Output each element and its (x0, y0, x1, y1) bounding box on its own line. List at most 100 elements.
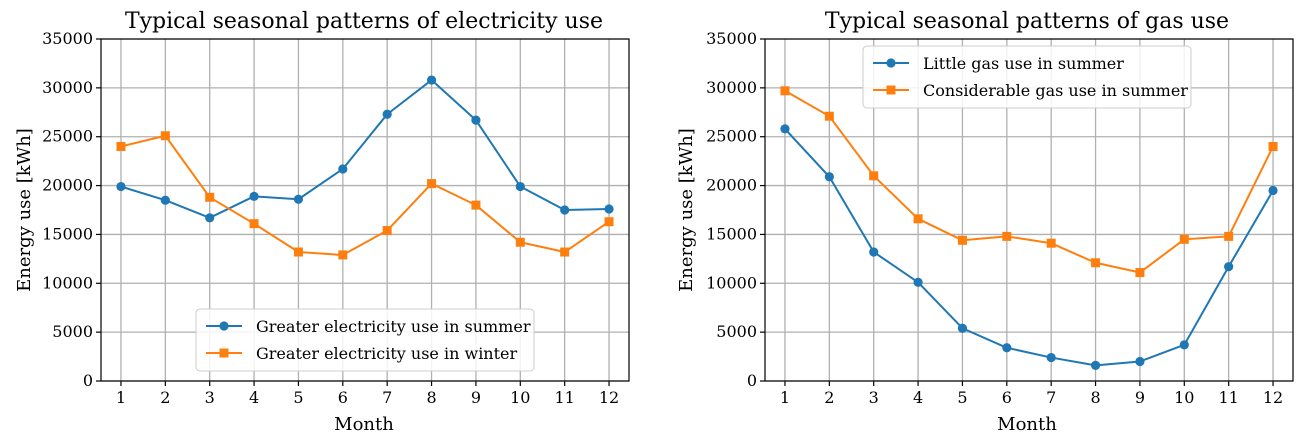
data-point-circle (1135, 356, 1145, 367)
x-tick-label: 3 (869, 388, 879, 407)
data-point-circle (780, 124, 790, 134)
data-point-circle (471, 115, 481, 125)
data-point-circle (604, 204, 614, 214)
x-tick-label: 10 (1174, 388, 1194, 407)
data-point-square (1135, 268, 1145, 278)
x-tick-label: 1 (780, 388, 790, 407)
electricity-chart: Typical seasonal patterns of electricity… (14, 9, 630, 435)
data-point-circle (1090, 360, 1101, 370)
data-point-square (293, 247, 303, 257)
data-point-square (205, 192, 215, 202)
x-tick-label: 10 (510, 388, 530, 407)
gas-chart: Typical seasonal patterns of gas use Mon… (676, 9, 1294, 435)
y-tick-label: 25000 (42, 127, 93, 146)
data-point-square (1091, 258, 1101, 268)
legend-label: Greater electricity use in summer (256, 317, 531, 336)
y-tick-label: 5000 (716, 322, 757, 341)
chart-title: Typical seasonal patterns of gas use (825, 9, 1229, 34)
data-point-square (338, 250, 348, 260)
y-tick-label: 30000 (706, 78, 757, 97)
data-point-square (1046, 238, 1056, 248)
x-tick-label: 11 (1218, 388, 1238, 407)
x-tick-label: 1 (116, 388, 126, 407)
x-tick-label: 4 (913, 388, 923, 407)
x-tick-label: 4 (249, 388, 259, 407)
data-point-square (1002, 231, 1012, 241)
y-tick-label: 20000 (42, 176, 93, 195)
data-point-square (1179, 234, 1189, 244)
data-point-square (957, 235, 967, 245)
series-1 (116, 131, 614, 260)
plot-area (100, 38, 630, 382)
x-tick-label: 9 (1135, 388, 1145, 407)
y-tick-label: 15000 (706, 224, 757, 243)
series-0 (116, 75, 614, 223)
data-point-square (780, 86, 790, 96)
data-point-square (382, 226, 392, 236)
data-point-square (116, 141, 126, 151)
data-point-circle (426, 75, 437, 85)
data-point-circle (293, 194, 304, 204)
x-tick-label: 8 (1090, 388, 1100, 407)
x-tick-label: 8 (426, 388, 436, 407)
data-point-square (913, 214, 923, 224)
y-axis-label: Energy use [kWh] (676, 128, 697, 292)
legend-marker-square (219, 348, 229, 358)
data-point-circle (869, 247, 879, 257)
data-point-square (560, 247, 570, 257)
data-point-circle (824, 172, 834, 182)
series-line (120, 79, 610, 219)
x-tick-label: 2 (824, 388, 834, 407)
x-axis-label: Month (334, 414, 394, 435)
legend-label: Considerable gas use in summer (923, 81, 1188, 100)
data-point-square (869, 171, 879, 181)
legend-label: Little gas use in summer (923, 54, 1124, 73)
x-tick-label: 3 (205, 388, 215, 407)
data-point-square (427, 179, 437, 189)
y-tick-label: 10000 (42, 273, 93, 292)
legend-entry: Greater electricity use in summer (206, 317, 531, 336)
data-point-circle (560, 205, 570, 215)
x-tick-label: 5 (957, 388, 967, 407)
legend-box (862, 45, 1192, 109)
series-line (784, 89, 1274, 274)
plot-area (764, 38, 1294, 382)
data-point-circle (1046, 352, 1056, 363)
legend-marker-circle (886, 58, 896, 68)
chart-title: Typical seasonal patterns of electricity… (125, 9, 603, 34)
data-point-circle (338, 164, 348, 174)
y-tick-label: 25000 (706, 127, 757, 146)
x-tick-label: 6 (338, 388, 348, 407)
data-point-square (249, 219, 259, 229)
legend-marker-circle (219, 321, 229, 331)
legend-marker-square (886, 85, 896, 95)
y-tick-label: 0 (83, 371, 93, 390)
y-tick-label: 5000 (52, 322, 93, 341)
data-point-circle (913, 277, 923, 287)
y-axis-label: Energy use [kWh] (14, 128, 35, 292)
x-tick-label: 2 (160, 388, 170, 407)
y-tick-label: 35000 (42, 29, 93, 48)
data-point-circle (1268, 185, 1278, 196)
data-point-square (1268, 141, 1278, 151)
data-point-square (824, 111, 834, 121)
x-tick-label: 7 (1046, 388, 1056, 407)
y-tick-label: 10000 (706, 273, 757, 292)
data-point-circle (1224, 262, 1234, 272)
data-point-circle (382, 109, 392, 119)
y-tick-label: 15000 (42, 224, 93, 243)
data-point-circle (205, 213, 215, 223)
data-point-square (1224, 231, 1234, 241)
series-1 (780, 86, 1278, 278)
y-tick-label: 35000 (706, 29, 757, 48)
x-tick-label: 6 (1002, 388, 1012, 407)
data-point-circle (1002, 343, 1012, 353)
data-point-square (515, 237, 525, 247)
data-point-circle (249, 191, 259, 201)
data-point-circle (116, 181, 126, 192)
legend-entry: Considerable gas use in summer (873, 81, 1188, 100)
x-tick-label: 9 (471, 388, 481, 407)
legend-entry: Greater electricity use in winter (206, 344, 518, 363)
legend-label: Greater electricity use in winter (256, 344, 518, 363)
